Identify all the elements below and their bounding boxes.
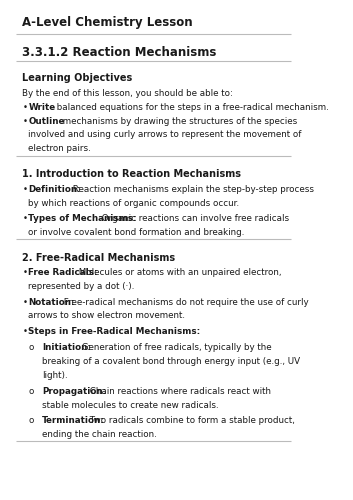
Text: Reaction mechanisms explain the step-by-step process: Reaction mechanisms explain the step-by-…: [70, 185, 314, 194]
Text: arrows to show electron movement.: arrows to show electron movement.: [29, 312, 185, 320]
Text: Termination:: Termination:: [42, 416, 105, 425]
Text: •: •: [23, 214, 28, 223]
Text: •: •: [23, 185, 28, 194]
Text: Generation of free radicals, typically by the: Generation of free radicals, typically b…: [79, 344, 272, 352]
Text: o: o: [29, 386, 34, 396]
Text: light).: light).: [42, 372, 68, 380]
Text: 2. Free-Radical Mechanisms: 2. Free-Radical Mechanisms: [23, 253, 175, 263]
Text: mechanisms by drawing the structures of the species: mechanisms by drawing the structures of …: [60, 116, 297, 126]
Text: •: •: [23, 268, 28, 278]
Text: represented by a dot (·).: represented by a dot (·).: [29, 282, 135, 291]
Text: Molecules or atoms with an unpaired electron,: Molecules or atoms with an unpaired elec…: [76, 268, 282, 278]
Text: Free-radical mechanisms do not require the use of curly: Free-radical mechanisms do not require t…: [61, 298, 308, 306]
Text: Write: Write: [29, 102, 56, 112]
Text: Initiation:: Initiation:: [42, 344, 91, 352]
Text: o: o: [29, 416, 34, 425]
Text: Definition:: Definition:: [29, 185, 81, 194]
Text: Types of Mechanisms:: Types of Mechanisms:: [29, 214, 137, 223]
Text: By the end of this lesson, you should be able to:: By the end of this lesson, you should be…: [23, 88, 233, 98]
Text: Notation:: Notation:: [29, 298, 75, 306]
Text: •: •: [23, 102, 28, 112]
Text: ending the chain reaction.: ending the chain reaction.: [42, 430, 157, 439]
Text: Outline: Outline: [29, 116, 65, 126]
Text: •: •: [23, 298, 28, 306]
Text: Propagation:: Propagation:: [42, 386, 106, 396]
Text: 3.3.1.2 Reaction Mechanisms: 3.3.1.2 Reaction Mechanisms: [23, 46, 217, 59]
Text: involved and using curly arrows to represent the movement of: involved and using curly arrows to repre…: [29, 130, 302, 140]
Text: Steps in Free-Radical Mechanisms:: Steps in Free-Radical Mechanisms:: [29, 327, 201, 336]
Text: by which reactions of organic compounds occur.: by which reactions of organic compounds …: [29, 198, 240, 207]
Text: Free Radicals:: Free Radicals:: [29, 268, 98, 278]
Text: or involve covalent bond formation and breaking.: or involve covalent bond formation and b…: [29, 228, 245, 237]
Text: •: •: [23, 116, 28, 126]
Text: 1. Introduction to Reaction Mechanisms: 1. Introduction to Reaction Mechanisms: [23, 170, 241, 179]
Text: Organic reactions can involve free radicals: Organic reactions can involve free radic…: [99, 214, 289, 223]
Text: o: o: [29, 344, 34, 352]
Text: breaking of a covalent bond through energy input (e.g., UV: breaking of a covalent bond through ener…: [42, 358, 300, 366]
Text: Two radicals combine to form a stable product,: Two radicals combine to form a stable pr…: [86, 416, 294, 425]
Text: stable molecules to create new radicals.: stable molecules to create new radicals.: [42, 400, 219, 409]
Text: electron pairs.: electron pairs.: [29, 144, 91, 154]
Text: Chain reactions where radicals react with: Chain reactions where radicals react wit…: [86, 386, 271, 396]
Text: balanced equations for the steps in a free-radical mechanism.: balanced equations for the steps in a fr…: [54, 102, 329, 112]
Text: A-Level Chemistry Lesson: A-Level Chemistry Lesson: [23, 16, 193, 30]
Text: Learning Objectives: Learning Objectives: [23, 74, 133, 84]
Text: •: •: [23, 327, 28, 336]
